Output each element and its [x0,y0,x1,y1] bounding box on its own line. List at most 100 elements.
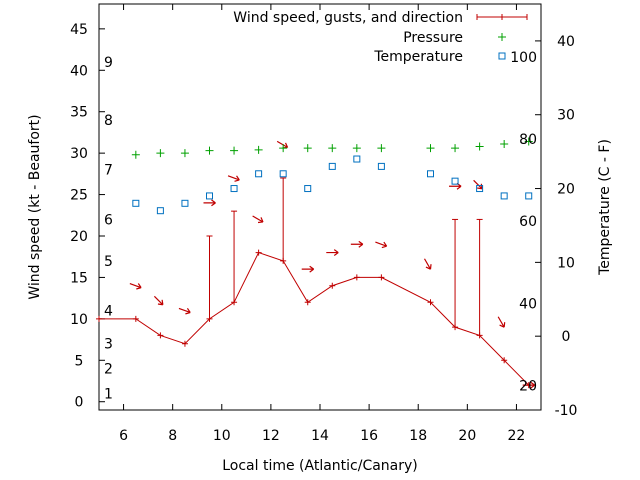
pressure-point [230,146,239,155]
wind-speed-point [181,340,188,347]
temperature-point [132,199,140,207]
legend-temperature-marker [498,52,506,60]
y-tick-label-left: 5 [75,353,84,369]
x-tick-label: 6 [119,428,128,444]
beaufort-label: 8 [104,113,113,129]
temperature-point [206,192,213,200]
wind-direction-arrow [301,265,315,273]
temperature-point [156,207,164,215]
pressure-point [352,144,361,153]
temperature-point [525,192,533,200]
wind-speed-point [96,315,102,322]
x-tick-label: 22 [508,428,526,444]
y-tick-label-right: 0 [562,329,571,345]
y-axis-title-left: Wind speed (kt - Beaufort) [27,114,43,299]
wind-speed-point [501,357,508,364]
pressure-point [156,149,165,158]
fahrenheit-label: 80 [519,132,537,148]
pressure-point [131,150,140,159]
fahrenheit-label: 60 [519,214,537,230]
y-tick-label-right: 40 [557,34,575,50]
legend-pressure-marker [498,33,506,41]
y-tick-label-left: 35 [70,105,88,121]
wind-direction-arrow [227,175,240,182]
fahrenheit-label: 20 [519,379,537,395]
fahrenheit-label: 40 [519,297,537,313]
beaufort-label: 3 [104,337,113,353]
temperature-point [255,170,263,178]
beaufort-label: 5 [104,254,113,270]
wind-speed-point [378,274,385,281]
pressure-point [180,149,189,158]
x-tick-label: 20 [458,428,476,444]
wind-speed-point [329,282,336,289]
pressure-point [279,144,288,153]
wind-speed-point [304,299,311,306]
wind-direction-arrow [153,295,164,306]
legend-wind-marker [499,14,505,20]
x-tick-label: 16 [360,428,378,444]
wind-speed-point [255,249,262,256]
fahrenheit-label: 100 [510,50,537,66]
wind-direction-arrow [129,282,142,290]
x-tick-label: 18 [409,428,427,444]
beaufort-label: 9 [104,55,113,71]
pressure-point [254,145,263,154]
y-tick-label-right: 10 [557,255,575,271]
x-tick-label: 12 [262,428,280,444]
wind-speed-point [157,332,164,339]
temperature-point [500,192,508,200]
temperature-point [451,177,459,185]
x-tick-label: 10 [213,428,231,444]
pressure-point [303,144,312,153]
temperature-point [304,185,312,193]
legend-label: Pressure [403,30,463,46]
x-tick-label: 8 [168,428,177,444]
legend-label: Wind speed, gusts, and direction [233,10,463,26]
y-tick-label-left: 30 [70,146,88,162]
y-tick-label-right: 20 [557,182,575,198]
x-axis-title: Local time (Atlantic/Canary) [222,458,418,474]
x-tick-label: 14 [311,428,329,444]
wind-speed-point [353,274,360,281]
y-tick-label-left: 25 [70,188,88,204]
wind-direction-arrow [350,240,364,248]
y-axis-title-right: Temperature (C - F) [597,139,613,276]
temperature-point [476,185,484,193]
pressure-point [524,137,533,146]
pressure-point [328,144,337,153]
temperature-point [353,155,361,163]
wind-direction-arrow [252,215,264,224]
temperature-point [279,170,287,178]
pressure-point [451,144,460,153]
temperature-point [328,162,336,170]
wind-direction-arrow [423,258,432,270]
wind-direction-arrow [326,249,339,256]
wind-direction-arrow [522,381,536,389]
wind-speed-point [132,315,139,322]
wind-direction-arrow [178,307,191,315]
y-tick-label-left: 45 [70,22,88,38]
pressure-point [426,144,435,153]
wind-direction-arrow [473,179,483,190]
y-tick-label-right: -10 [555,403,578,419]
legend-label: Temperature [373,49,463,65]
temperature-point [377,162,385,170]
wind-direction-arrow [375,241,388,249]
y-tick-label-right: 30 [557,108,575,124]
wind-direction-arrow [203,199,216,207]
wind-direction-arrow [497,316,506,328]
temperature-point [230,185,238,193]
y-tick-label-left: 15 [70,270,88,286]
pressure-point [500,140,509,149]
beaufort-label: 7 [104,163,113,179]
temperature-point [181,199,189,207]
pressure-point [377,144,386,153]
beaufort-label: 6 [104,212,113,228]
beaufort-label: 4 [104,304,113,320]
y-tick-label-left: 10 [70,312,88,328]
pressure-point [205,146,214,155]
pressure-point [475,142,484,151]
